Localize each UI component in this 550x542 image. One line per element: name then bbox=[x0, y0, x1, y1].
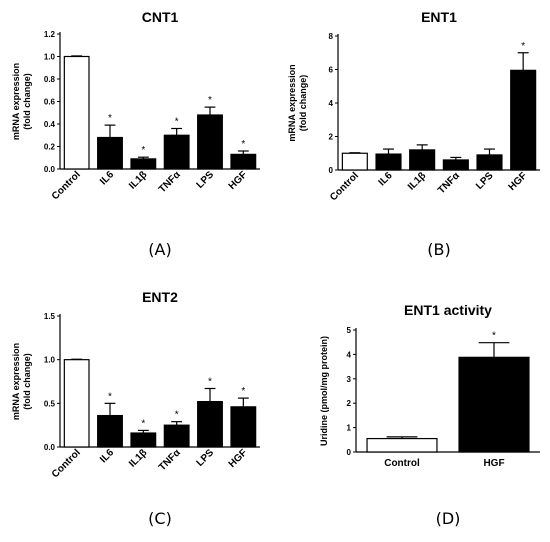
y-tick-label: 2 bbox=[329, 133, 334, 142]
significance-marker: * bbox=[141, 145, 145, 156]
category-label: HGF bbox=[227, 169, 250, 192]
bar-4 bbox=[442, 159, 469, 171]
bar-6 bbox=[230, 153, 257, 170]
y-axis-label-line: (fold change) bbox=[298, 75, 308, 132]
bar-3 bbox=[409, 149, 436, 171]
bar-2 bbox=[97, 414, 123, 448]
bar-3 bbox=[130, 432, 157, 448]
bar-6 bbox=[230, 406, 257, 448]
category-label: LPS bbox=[195, 447, 217, 469]
category-label: TNFα bbox=[157, 447, 183, 473]
bar-6 bbox=[510, 69, 537, 171]
y-tick-label: 1.0 bbox=[44, 53, 56, 62]
category-label: IL6 bbox=[377, 170, 395, 188]
bar-2 bbox=[458, 356, 530, 453]
category-label: IL1β bbox=[406, 170, 428, 192]
chart-title: CNT1 bbox=[142, 9, 179, 25]
y-tick-label: 1.0 bbox=[44, 356, 56, 365]
bar-1 bbox=[366, 437, 438, 453]
chart-panel-3: ENT2 0.0 0.5 1.0 1.5 mRNA expression(fold cha… bbox=[11, 289, 260, 528]
bar-4 bbox=[163, 134, 190, 170]
y-axis-label: mRNA expression(fold change) bbox=[287, 64, 308, 141]
significance-marker: * bbox=[492, 331, 496, 342]
y-tick-label: 0.6 bbox=[44, 98, 56, 107]
y-axis-label: Uridine (pmol/mg protein) bbox=[319, 336, 329, 446]
significance-marker: * bbox=[108, 391, 112, 402]
chart-panel-1: CNT1 0.0 0.2 0.4 0.6 0.8 1.0 1.2 mRNA expression… bbox=[11, 9, 260, 259]
y-axis-label-line: (fold change) bbox=[22, 353, 32, 410]
category-label: HGF bbox=[507, 170, 530, 193]
chart-title: ENT2 bbox=[142, 289, 178, 305]
y-axis-label-line: mRNA expression bbox=[11, 343, 21, 420]
y-tick-label: 6 bbox=[329, 66, 334, 75]
category-label: IL6 bbox=[98, 447, 116, 465]
bar-5 bbox=[476, 154, 503, 171]
bar-1 bbox=[341, 152, 368, 171]
category-label: TNFα bbox=[436, 170, 462, 196]
category-label: Control bbox=[50, 447, 83, 480]
category-label: IL1β bbox=[127, 169, 149, 191]
y-tick-label: 3 bbox=[347, 375, 352, 384]
category-label: LPS bbox=[474, 170, 496, 192]
y-axis-label-line: mRNA expression bbox=[11, 63, 21, 140]
panel-label: (D) bbox=[436, 509, 461, 528]
chart-title: ENT1 bbox=[421, 9, 457, 25]
bar-2 bbox=[97, 136, 123, 170]
significance-marker: * bbox=[208, 376, 212, 387]
significance-marker: * bbox=[141, 418, 145, 429]
category-label: HGF bbox=[227, 447, 250, 470]
y-axis-label-line: Uridine (pmol/mg protein) bbox=[319, 336, 329, 446]
bar-3 bbox=[130, 158, 157, 170]
y-tick-label: 4 bbox=[329, 99, 334, 108]
panel-label: (B) bbox=[427, 240, 450, 259]
bar-2 bbox=[375, 153, 402, 171]
y-axis-label-line: (fold change) bbox=[22, 73, 32, 130]
panel-label: (C) bbox=[148, 509, 172, 528]
y-tick-label: 0.5 bbox=[44, 399, 56, 408]
bar-1 bbox=[63, 55, 90, 170]
y-tick-label: 0.4 bbox=[44, 120, 56, 129]
bar-5 bbox=[197, 114, 223, 170]
y-tick-label: 0.8 bbox=[44, 75, 56, 84]
category-label: Control bbox=[328, 170, 361, 203]
y-tick-label: 0.2 bbox=[44, 143, 56, 152]
category-label: IL1β bbox=[127, 447, 149, 469]
significance-marker: * bbox=[175, 410, 179, 421]
significance-marker: * bbox=[175, 117, 179, 128]
chart-panel-2: ENT1 0 2 4 6 8 mRNA expression(fold change) Con… bbox=[287, 9, 540, 259]
y-axis-label-line: mRNA expression bbox=[287, 64, 297, 141]
significance-marker: * bbox=[241, 139, 245, 150]
y-tick-label: 0.0 bbox=[44, 165, 56, 174]
category-label: LPS bbox=[195, 169, 217, 191]
y-tick-label: 0.0 bbox=[44, 443, 56, 452]
y-tick-label: 1.2 bbox=[44, 30, 56, 39]
y-axis-label: mRNA expression(fold change) bbox=[11, 343, 32, 420]
significance-marker: * bbox=[521, 41, 525, 52]
y-tick-label: 5 bbox=[347, 326, 352, 335]
significance-marker: * bbox=[208, 95, 212, 106]
significance-marker: * bbox=[108, 113, 112, 124]
category-label: TNFα bbox=[157, 169, 183, 195]
chart-panel-4: ENT1 activity 0 1 2 3 4 5 Uridine (pmol/mg prot… bbox=[319, 302, 540, 528]
y-axis-label: mRNA expression(fold change) bbox=[11, 63, 32, 140]
bar-1 bbox=[63, 359, 90, 448]
y-tick-label: 4 bbox=[347, 350, 352, 359]
y-tick-label: 1 bbox=[347, 424, 352, 433]
bar-5 bbox=[197, 400, 223, 448]
category-label: HGF bbox=[483, 458, 504, 469]
y-tick-label: 0 bbox=[329, 166, 334, 175]
y-tick-label: 1.5 bbox=[44, 312, 56, 321]
y-tick-label: 8 bbox=[329, 32, 334, 41]
panel-label: (A) bbox=[148, 240, 171, 259]
y-tick-label: 2 bbox=[347, 399, 352, 408]
y-tick-label: 0 bbox=[347, 448, 352, 457]
chart-title: ENT1 activity bbox=[404, 302, 492, 318]
category-label: IL6 bbox=[98, 169, 116, 187]
bar-4 bbox=[163, 424, 190, 448]
category-label: Control bbox=[50, 169, 83, 202]
significance-marker: * bbox=[241, 386, 245, 397]
category-label: Control bbox=[384, 458, 420, 469]
